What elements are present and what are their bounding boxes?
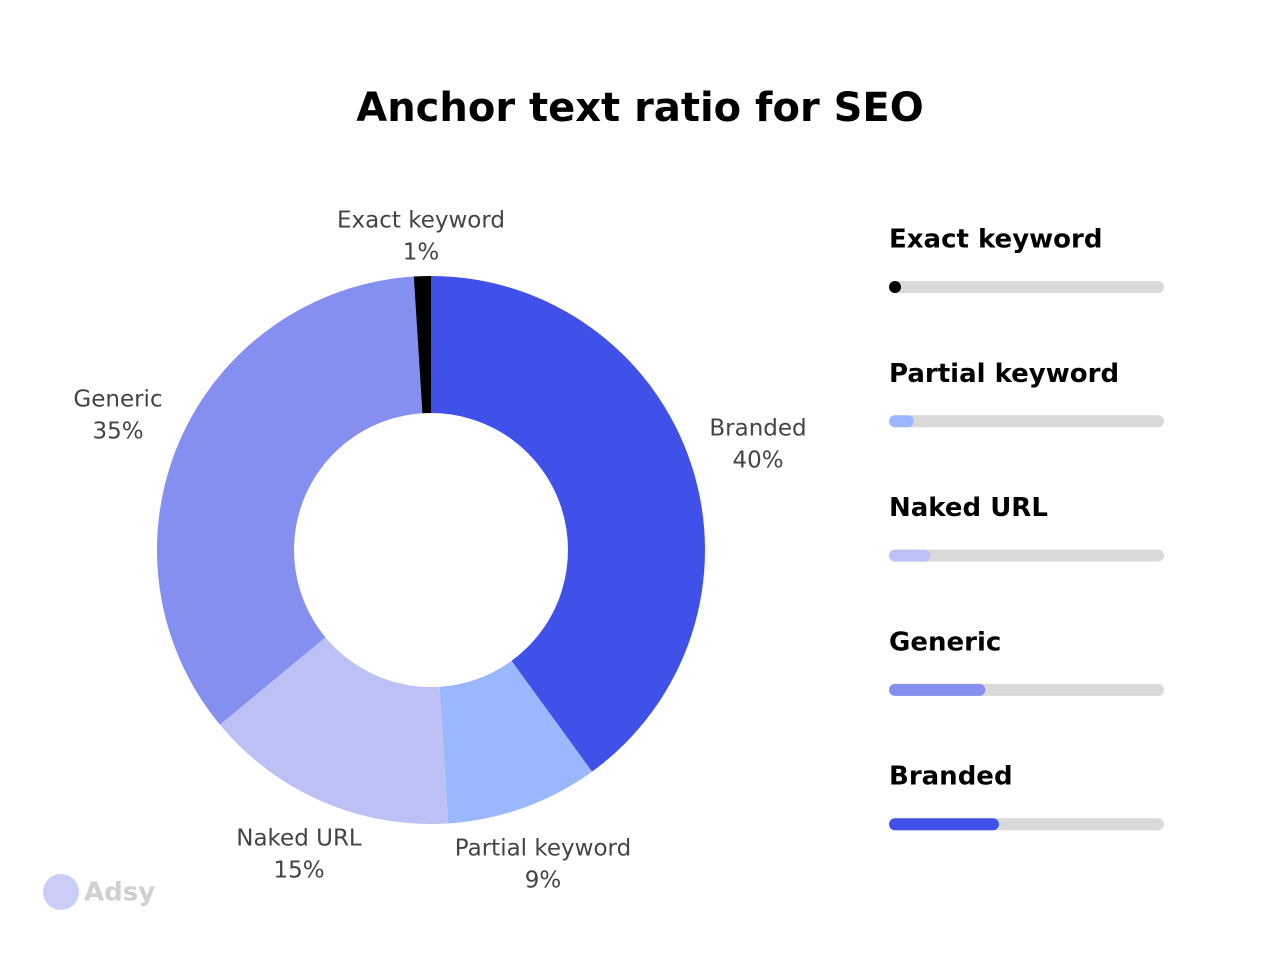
donut-slice [439,660,593,824]
progress-track [889,281,1164,293]
slice-label: Partial keyword [455,836,631,862]
logo-icon [43,874,79,910]
legend-label: Generic [889,627,1001,657]
logo-text: Adsy [84,878,155,908]
slice-value-label: 15% [273,858,324,884]
slice-value-label: 9% [525,868,562,894]
slice-label: Generic [73,387,162,413]
donut-slice [219,637,449,825]
slice-label: Exact keyword [337,208,505,234]
donut-slice [413,276,431,414]
legend-label: Naked URL [889,493,1048,523]
slice-label: Naked URL [236,826,362,852]
donut-slice [431,276,705,772]
legend-label: Exact keyword [889,225,1102,255]
slice-value-label: 35% [92,419,143,445]
slice-value-label: 40% [732,448,783,474]
legend-label: Branded [889,762,1013,792]
donut-slice [157,276,423,725]
watermark: Adsy [43,874,155,910]
slice-value-label: 1% [403,240,440,266]
slice-label: Branded [709,416,806,442]
progress-track [889,549,1164,562]
progress-track [889,415,1164,428]
chart-title: Anchor text ratio for SEO [356,85,923,131]
legend-label: Partial keyword [889,359,1119,389]
